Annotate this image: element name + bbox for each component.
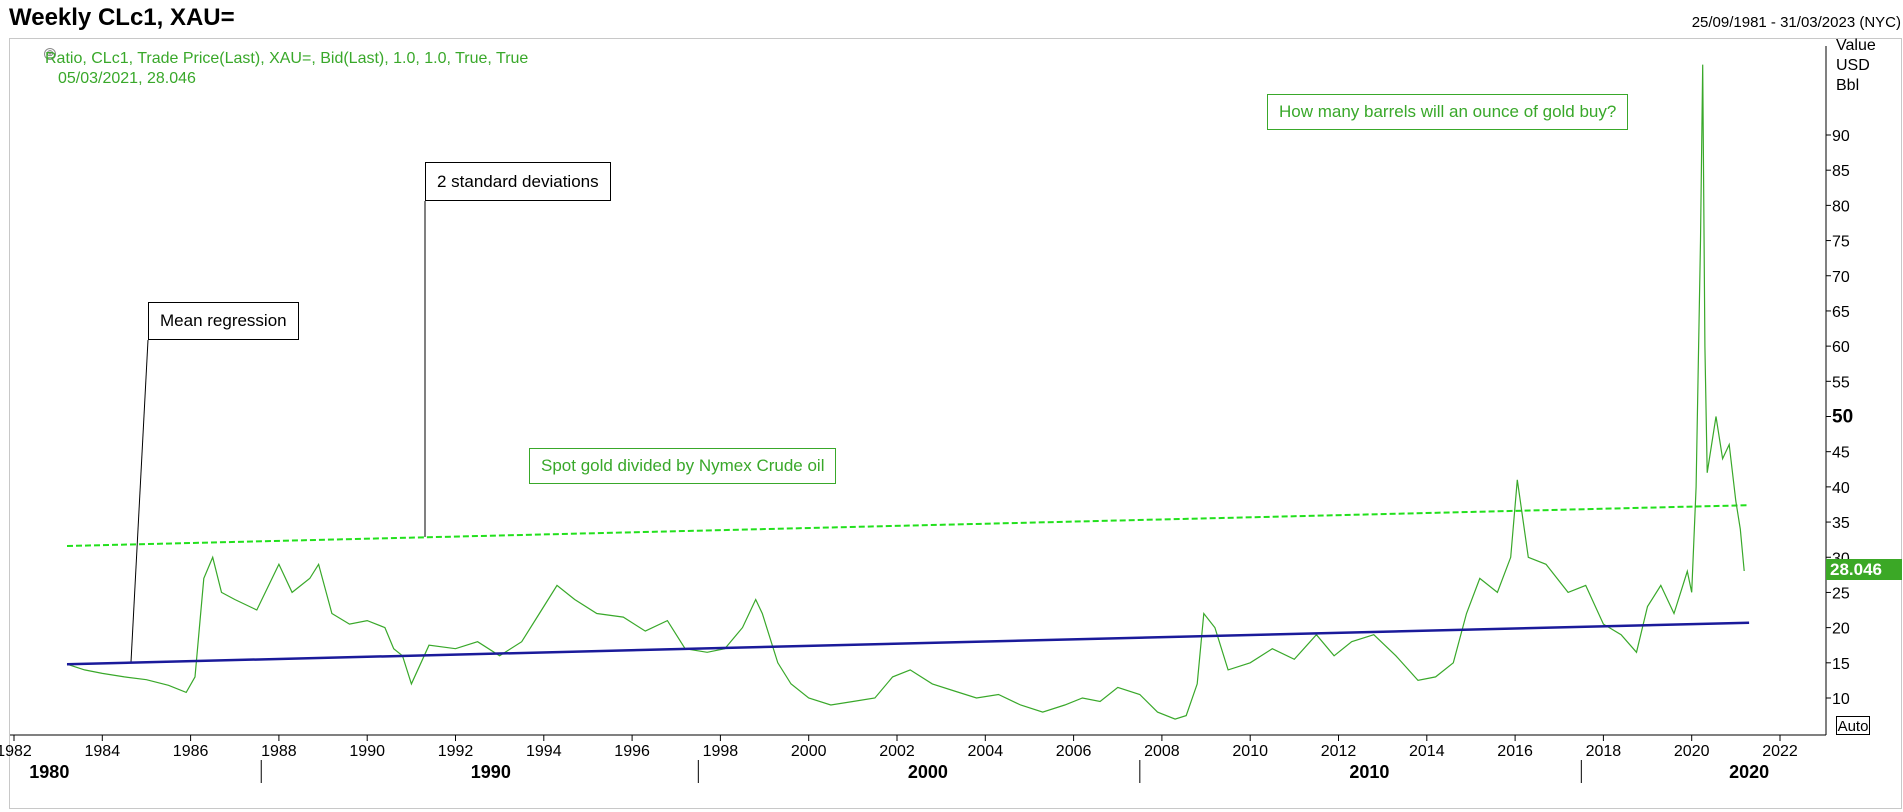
x-tick-label: 1994 — [526, 743, 562, 760]
decade-label: 2010 — [1349, 762, 1389, 782]
x-tick-label: 1986 — [173, 743, 209, 760]
y-tick-label: 45 — [1832, 445, 1850, 462]
y-tick-label: 40 — [1832, 480, 1850, 497]
axis-unit-value: Value — [1836, 37, 1876, 54]
x-tick-label: 2004 — [968, 743, 1004, 760]
x-tick-label: 2022 — [1762, 743, 1798, 760]
x-tick-label: 2016 — [1497, 743, 1533, 760]
x-tick-label: 2014 — [1409, 743, 1445, 760]
upper-band-line — [66, 504, 1750, 547]
decade-label: 2000 — [908, 762, 948, 782]
x-tick-label: 2000 — [791, 743, 827, 760]
legend-settings-icon[interactable]: ⊕ — [44, 48, 56, 60]
x-tick-label: 1998 — [703, 743, 739, 760]
x-tick-label: 1988 — [261, 743, 297, 760]
x-tick-label: 2008 — [1144, 743, 1180, 760]
legend-value-text: 05/03/2021, 28.046 — [58, 70, 196, 87]
y-tick-label: 35 — [1832, 515, 1850, 532]
y-tick-label: 20 — [1832, 621, 1850, 638]
y-tick-label: 10 — [1832, 691, 1850, 708]
decade-label: 1980 — [29, 762, 69, 782]
annotation-mean-regression: Mean regression — [148, 302, 299, 340]
x-tick-label: 2006 — [1056, 743, 1092, 760]
x-tick-label: 2002 — [879, 743, 915, 760]
annotation-two-std: 2 standard deviations — [425, 162, 611, 201]
y-tick-label: 90 — [1832, 128, 1850, 145]
y-tick-label: 25 — [1832, 585, 1850, 602]
page-title: Weekly CLc1, XAU= — [9, 4, 235, 31]
chart-frame — [9, 38, 1902, 809]
x-tick-label: 1992 — [438, 743, 474, 760]
annotation-spot-gold: Spot gold divided by Nymex Crude oil — [529, 448, 837, 484]
axis-unit-usd: USD — [1836, 57, 1870, 74]
mean-regression-line — [66, 621, 1750, 666]
x-tick-label: 1990 — [349, 743, 385, 760]
y-tick-label: 15 — [1832, 656, 1850, 673]
x-tick-label: 2020 — [1674, 743, 1710, 760]
x-tick-label: 2018 — [1586, 743, 1622, 760]
y-tick-label: 50 — [1832, 407, 1853, 428]
x-tick-label: 2012 — [1321, 743, 1357, 760]
x-tick-label: 1984 — [85, 743, 121, 760]
last-value-tag: 28.046 — [1826, 559, 1902, 580]
auto-scale-button[interactable]: Auto — [1836, 716, 1870, 735]
legend-series-text: Ratio, CLc1, Trade Price(Last), XAU=, Bi… — [45, 50, 529, 67]
x-tick-label: 1996 — [614, 743, 650, 760]
y-tick-label: 70 — [1832, 269, 1850, 286]
axis-unit-bbl: Bbl — [1836, 77, 1860, 94]
y-tick-label: 60 — [1832, 339, 1850, 356]
mean-regression-callout-line — [130, 339, 149, 663]
x-tick-label: 2010 — [1232, 743, 1268, 760]
annotation-question: How many barrels will an ounce of gold b… — [1267, 94, 1629, 130]
x-tick-label: 1982 — [0, 743, 32, 760]
y-tick-label: 55 — [1832, 374, 1850, 391]
y-tick-label: 85 — [1832, 163, 1850, 180]
y-tick-label: 75 — [1832, 234, 1850, 251]
date-range: 25/09/1981 - 31/03/2023 (NYC) — [1691, 14, 1901, 31]
decade-label: 2020 — [1729, 762, 1769, 782]
y-tick-label: 65 — [1832, 304, 1850, 321]
ratio-series-line — [66, 64, 1745, 720]
y-tick-label: 80 — [1832, 198, 1850, 215]
decade-label: 1990 — [471, 762, 511, 782]
